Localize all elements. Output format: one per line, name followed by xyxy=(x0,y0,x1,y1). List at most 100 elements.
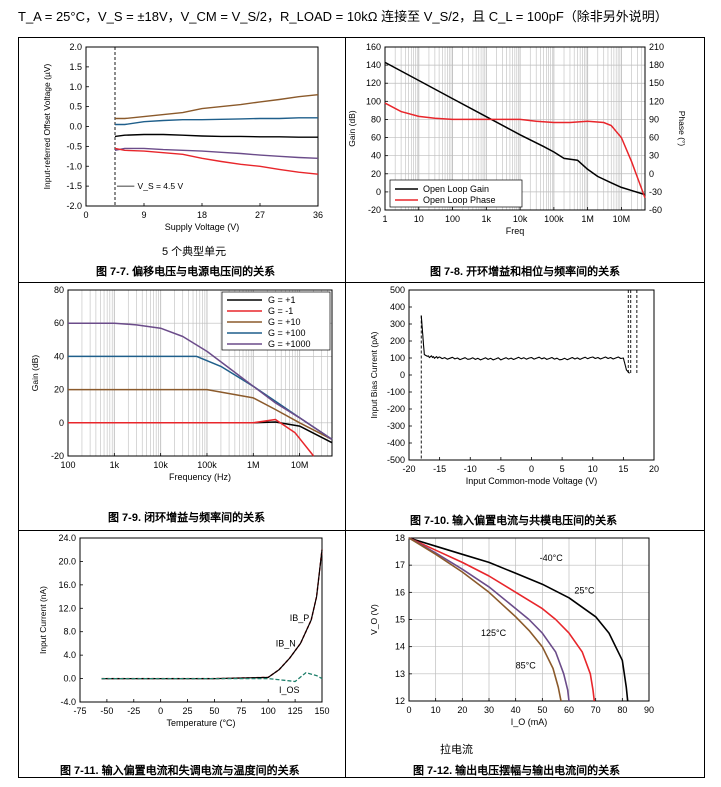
x-tick-label: 40 xyxy=(511,705,521,715)
legend-label: G = +1000 xyxy=(268,339,311,349)
y-axis-label: Gain (dB) xyxy=(347,110,357,147)
temp-series-2 xyxy=(408,537,570,702)
legend-label: G = +100 xyxy=(268,328,306,338)
x-tick-label: 100 xyxy=(60,460,75,470)
y-tick-label: 12.0 xyxy=(58,603,76,613)
x-tick-label: 60 xyxy=(564,705,574,715)
fig77-subnote: 5 个典型单元 xyxy=(162,246,227,258)
y-tick-label: 80 xyxy=(54,285,64,295)
y-tick-label: 17 xyxy=(395,560,405,570)
y2-tick-label: -30 xyxy=(649,187,662,197)
plot-frame xyxy=(384,46,646,211)
label-125c: 125°C xyxy=(481,628,507,638)
x-axis-label: I_O (mA) xyxy=(511,717,548,727)
y2-tick-label: -60 xyxy=(649,205,662,215)
x-tick-label: 9 xyxy=(141,210,146,220)
y-tick-label: 0 xyxy=(59,418,64,428)
ibn-label: IB_N xyxy=(276,638,296,648)
ibp-label: IB_P xyxy=(290,613,310,623)
x-tick-label: 1k xyxy=(482,214,492,224)
x-tick-label: 18 xyxy=(197,210,207,220)
data-series-0 xyxy=(115,94,319,120)
x-tick-label: 1 xyxy=(382,214,387,224)
x-tick-label: 1k xyxy=(110,460,120,470)
plot-frame xyxy=(408,289,655,461)
x-tick-label: 20 xyxy=(457,705,467,715)
plot-frame xyxy=(79,537,323,703)
y-tick-label: 100 xyxy=(390,353,405,363)
gain-series-4 xyxy=(68,322,333,441)
y2-tick-label: 90 xyxy=(649,114,659,124)
phase-series xyxy=(384,102,646,199)
y-tick-label: -2.0 xyxy=(66,201,82,211)
x-tick-label: -5 xyxy=(497,464,505,474)
y-tick-label: 40 xyxy=(371,151,381,161)
x-tick-label: 0 xyxy=(158,706,163,716)
y-tick-label: 300 xyxy=(390,319,405,329)
chart-swing-vs-current: 18 17 16 15 14 13 120 10 20 30 40 50 60 70 80 90 I_O (mA… xyxy=(369,533,654,727)
y-tick-label: 120 xyxy=(366,78,381,88)
temp-series-0 xyxy=(408,537,629,702)
y-tick-label: 16 xyxy=(395,587,405,597)
x-tick-label: 36 xyxy=(313,210,323,220)
y-tick-label: 40 xyxy=(54,351,64,361)
x-tick-label: 10 xyxy=(414,214,424,224)
y-tick-label: 15 xyxy=(395,615,405,625)
x-tick-label: 1M xyxy=(581,214,594,224)
chart-open-loop-gain-phase: 160 140 120 100 80 60 40 20 0 -201 10 100 1k 10k 100k 1… xyxy=(347,42,687,236)
x-tick-label: 27 xyxy=(255,210,265,220)
x-tick-label: -10 xyxy=(464,464,477,474)
y-tick-label: 20.0 xyxy=(58,556,76,566)
fig77-caption: 图 7-7. 偏移电压与电源电压间的关系 xyxy=(96,266,276,278)
chart-current-vs-temp: 24.0 20.0 16.0 12.0 8.0 4.0 0.0 -4.0-75 -50 -25 0 2… xyxy=(38,533,330,728)
legend-label: G = +10 xyxy=(268,317,301,327)
temp-series-3 xyxy=(408,537,562,702)
y2-tick-label: 150 xyxy=(649,78,664,88)
gain-series-1 xyxy=(68,418,315,457)
x-tick-label: -75 xyxy=(73,706,86,716)
legend-box xyxy=(221,291,331,351)
gain-series-2 xyxy=(68,388,333,441)
x-tick-label: 150 xyxy=(314,706,329,716)
x-tick-label: 1M xyxy=(247,460,260,470)
x-tick-label: 50 xyxy=(537,705,547,715)
x-tick-label: 25 xyxy=(183,706,193,716)
y-tick-label: -20 xyxy=(368,205,381,215)
y-tick-label: 20 xyxy=(371,169,381,179)
test-conditions: T_A = 25°C，V_S = ±18V，V_CM = V_S/2，R_LOA… xyxy=(18,9,668,24)
x-tick-label: -25 xyxy=(127,706,140,716)
y-tick-label: -500 xyxy=(387,455,405,465)
y-tick-label: 60 xyxy=(54,318,64,328)
x-tick-label: -20 xyxy=(402,464,415,474)
grid-divider xyxy=(18,530,705,531)
y-tick-label: 1.5 xyxy=(69,62,82,72)
x-tick-label: 10k xyxy=(513,214,528,224)
legend-label: G = +1 xyxy=(268,295,296,305)
y-tick-label: 500 xyxy=(390,285,405,295)
x-tick-label: 50 xyxy=(209,706,219,716)
grid-divider xyxy=(18,282,705,283)
label-85c: 85°C xyxy=(516,660,537,670)
y-tick-label: 2.0 xyxy=(69,42,82,52)
y-tick-label: 4.0 xyxy=(63,650,76,660)
x-axis-label: Supply Voltage (V) xyxy=(165,222,240,232)
x-tick-label: 0 xyxy=(406,705,411,715)
y-axis-label: Gain (dB) xyxy=(30,355,40,392)
legend-label: Open Loop Gain xyxy=(423,184,489,194)
temp-series-1 xyxy=(408,537,596,702)
y-tick-label: 0 xyxy=(400,370,405,380)
x-axis-label: Input Common-mode Voltage (V) xyxy=(466,476,598,486)
ios-label: I_OS xyxy=(279,685,300,695)
chart-bias-vs-cm: 5004003002001000-100-200-300-400-500-20-… xyxy=(369,285,659,486)
x-tick-label: 0 xyxy=(529,464,534,474)
x-tick-label: 10 xyxy=(431,705,441,715)
y-tick-label: 13 xyxy=(395,669,405,679)
y-tick-label: 1.0 xyxy=(69,82,82,92)
legend-box xyxy=(389,179,523,208)
x-tick-label: 125 xyxy=(288,706,303,716)
data-series-4 xyxy=(114,147,319,175)
y-axis-label: Input Bias Current (pA) xyxy=(369,331,379,418)
y-tick-label: 18 xyxy=(395,533,405,543)
x-axis-label: Frequency (Hz) xyxy=(169,472,231,482)
